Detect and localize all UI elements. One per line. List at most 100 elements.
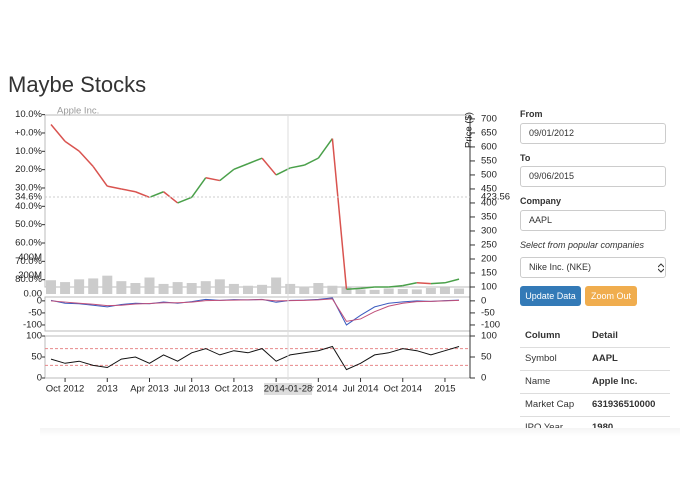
x-tick-label: Oct 2013 (215, 384, 254, 395)
to-label: To (520, 153, 531, 163)
table-cell: Name (525, 376, 551, 387)
price-segment (303, 157, 319, 166)
volume-bar (60, 282, 71, 294)
scroll-shadow (40, 428, 680, 436)
price-segment (64, 140, 80, 152)
table-cell: 1980 (592, 417, 613, 439)
volume-bar (46, 280, 56, 294)
price-segment (261, 157, 277, 176)
volume-bar (439, 287, 450, 294)
right-tick-label: 550 (481, 155, 497, 166)
pane-frame (44, 335, 471, 379)
right-tick-label: -100 (481, 319, 500, 330)
volume-bar (102, 275, 113, 294)
x-tick-label: 2015 (434, 384, 455, 395)
company-input[interactable]: AAPL (520, 210, 666, 231)
select-value: Nike Inc. (NKE) (529, 262, 592, 272)
table-cell: 631936510000 (592, 399, 656, 410)
volume-bar (355, 289, 366, 294)
crosshair-date-bg (264, 383, 312, 395)
left-tick-label: 30.0% (15, 182, 42, 193)
left-tick-label: 40.0% (15, 201, 42, 212)
left-tick-label: 0 (37, 295, 42, 306)
left-tick-label: 70.0% (15, 256, 42, 267)
x-tick-label: Jul 2014 (343, 384, 379, 395)
left-tick-label: 400M (18, 252, 42, 263)
right-tick-label: 350 (481, 211, 497, 222)
rsi-line (50, 345, 460, 371)
left-tick-label: -50 (28, 307, 42, 318)
price-segment (149, 191, 164, 199)
table-row: Symbol AAPL (520, 347, 670, 370)
left-tick-label: 200M (18, 270, 42, 281)
table-cell: AAPL (592, 353, 618, 364)
volume-bar (88, 278, 99, 294)
table-cell: Symbol (525, 353, 557, 364)
to-input[interactable]: 09/06/2015 (520, 166, 666, 187)
volume-bar (242, 285, 253, 294)
volume-bar (257, 284, 268, 294)
right-tick-label: 300 (481, 225, 497, 236)
volume-bar (200, 281, 211, 294)
left-tick-label: 100 (26, 331, 42, 342)
from-label: From (520, 109, 543, 119)
right-tick-label: 600 (481, 141, 497, 152)
pane-frame (44, 296, 471, 332)
right-tick-label: 0 (481, 373, 486, 384)
left-tick-label: 60.0% (15, 238, 42, 249)
price-segment (92, 166, 108, 187)
left-tick-label: -100 (23, 319, 42, 330)
volume-bar (327, 285, 338, 294)
from-input[interactable]: 09/01/2012 (520, 123, 666, 144)
price-segment (121, 188, 136, 193)
price-segment (107, 185, 122, 190)
crosshair-pct: 34.6% (15, 192, 42, 203)
price-segment (290, 164, 305, 169)
volume-bar (271, 277, 282, 294)
chart-subtitle: Apple Inc. (57, 106, 99, 117)
right-tick-label: 400 (481, 197, 497, 208)
x-tick-label: Oct 2012 (46, 384, 85, 395)
price-segment (331, 138, 348, 290)
volume-bar (144, 277, 155, 294)
price-segment (219, 168, 235, 182)
right-tick-label: 100 (481, 282, 497, 293)
table-cell: Apple Inc. (592, 376, 638, 387)
table-header-cell: Detail (592, 330, 618, 341)
right-tick-label: 150 (481, 268, 497, 279)
left-tick-label: 50.0% (15, 219, 42, 230)
volume-bar (341, 287, 352, 294)
table-row: Market Cap 631936510000 (520, 393, 670, 416)
price-segment (78, 150, 94, 168)
right-tick-label: 100 (481, 331, 497, 342)
select-arrow (658, 263, 664, 273)
right-tick-label: 200 (481, 254, 497, 265)
zoom-button[interactable]: Zoom Out (585, 286, 637, 306)
left-tick-label: 0 (37, 373, 42, 384)
volume-bar (411, 289, 422, 294)
price-segment (430, 282, 446, 285)
price-segment (177, 196, 192, 204)
macd-line (50, 298, 460, 322)
y-axis-label: Price ($) (464, 112, 475, 148)
x-tick-label: 2013 (97, 384, 118, 395)
right-tick-label: 650 (481, 127, 497, 138)
right-tick-label: -50 (481, 307, 495, 318)
left-tick-label: 10.0% (15, 109, 42, 120)
left-tick-label: 50 (31, 352, 42, 363)
table-header-row: Column Detail (520, 325, 670, 347)
price-segment (191, 177, 207, 198)
crosshair-date: 2014-01-28 (264, 384, 313, 395)
right-tick-label: 450 (481, 183, 497, 194)
left-tick-label: +0.0% (15, 127, 43, 138)
volume-bar (214, 279, 225, 294)
price-segment (402, 282, 417, 287)
update-button[interactable]: Update Data (520, 286, 581, 306)
price-segment (416, 282, 431, 285)
volume-bar (130, 283, 141, 294)
price-segment (444, 278, 460, 284)
company-select[interactable]: Nike Inc. (NKE) (520, 257, 666, 278)
volume-bar (186, 283, 197, 294)
price-segment (388, 284, 403, 288)
x-tick-label: Apr 2013 (130, 384, 169, 395)
